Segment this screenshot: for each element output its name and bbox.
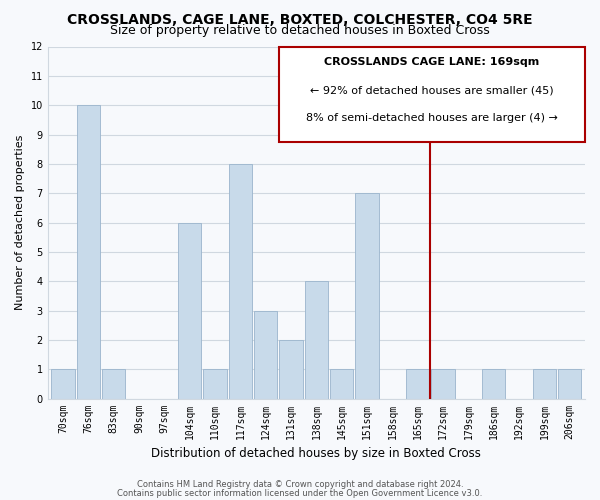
Text: ← 92% of detached houses are smaller (45): ← 92% of detached houses are smaller (45… bbox=[310, 85, 554, 95]
Bar bbox=[431, 369, 455, 398]
Bar bbox=[406, 369, 430, 398]
Bar bbox=[355, 193, 379, 398]
Bar bbox=[330, 369, 353, 398]
Y-axis label: Number of detached properties: Number of detached properties bbox=[15, 135, 25, 310]
Bar bbox=[102, 369, 125, 398]
Bar bbox=[229, 164, 252, 398]
Bar bbox=[280, 340, 303, 398]
Bar bbox=[254, 310, 277, 398]
FancyBboxPatch shape bbox=[279, 46, 585, 142]
Bar bbox=[482, 369, 505, 398]
Bar bbox=[533, 369, 556, 398]
Bar bbox=[558, 369, 581, 398]
Bar bbox=[77, 105, 100, 399]
Text: Contains HM Land Registry data © Crown copyright and database right 2024.: Contains HM Land Registry data © Crown c… bbox=[137, 480, 463, 489]
Bar bbox=[305, 281, 328, 398]
Text: CROSSLANDS CAGE LANE: 169sqm: CROSSLANDS CAGE LANE: 169sqm bbox=[324, 57, 539, 67]
Bar bbox=[178, 222, 202, 398]
Bar bbox=[52, 369, 74, 398]
Text: Size of property relative to detached houses in Boxted Cross: Size of property relative to detached ho… bbox=[110, 24, 490, 37]
Text: CROSSLANDS, CAGE LANE, BOXTED, COLCHESTER, CO4 5RE: CROSSLANDS, CAGE LANE, BOXTED, COLCHESTE… bbox=[67, 12, 533, 26]
X-axis label: Distribution of detached houses by size in Boxted Cross: Distribution of detached houses by size … bbox=[151, 447, 481, 460]
Text: Contains public sector information licensed under the Open Government Licence v3: Contains public sector information licen… bbox=[118, 488, 482, 498]
Bar bbox=[203, 369, 227, 398]
Text: 8% of semi-detached houses are larger (4) →: 8% of semi-detached houses are larger (4… bbox=[306, 114, 558, 124]
